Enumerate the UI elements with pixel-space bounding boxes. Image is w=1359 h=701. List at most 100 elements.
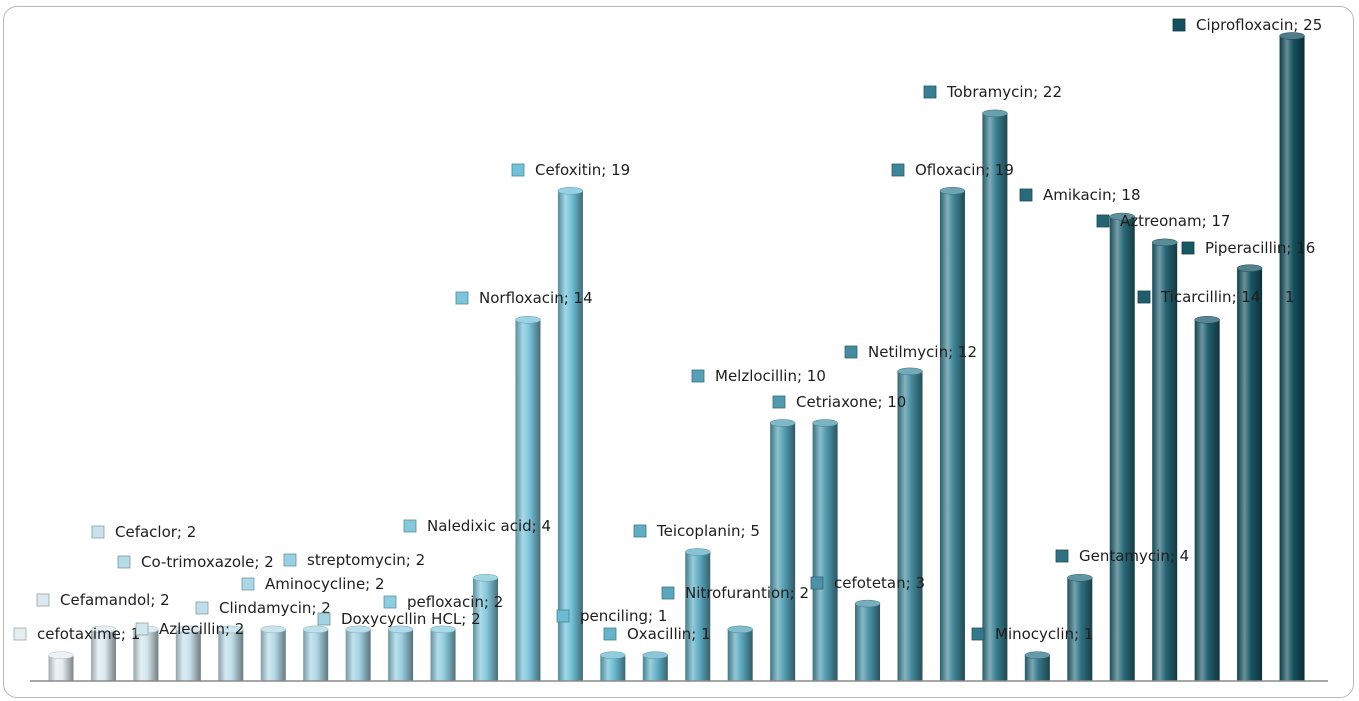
label-marker (135, 622, 149, 636)
bar-cap (48, 651, 74, 659)
bar-cap (387, 625, 414, 634)
bar-azlecillin (133, 629, 159, 681)
data-label: Co-trimoxazole; 2 (141, 553, 274, 571)
bar-aminocycline (303, 629, 329, 681)
data-label: Gentamycin; 4 (1079, 547, 1189, 565)
data-label: Ticarcillin; 14 (1160, 288, 1260, 306)
label-marker (1055, 549, 1069, 563)
data-label: Piperacillin; 16 (1205, 239, 1315, 257)
bar-netilmycin (897, 371, 923, 681)
bar-clindamycin (218, 629, 244, 681)
data-label: penciling; 1 (580, 607, 667, 625)
bar-cap (1024, 651, 1051, 659)
bar-cap (90, 625, 117, 634)
label-marker (317, 612, 331, 626)
bar-teicoplanin (685, 552, 711, 681)
data-label: Minocyclin; 1 (995, 625, 1093, 643)
bar-cap (939, 187, 966, 195)
data-label: Ciprofloxacin; 25 (1196, 16, 1322, 34)
data-label: Clindamycin; 2 (219, 599, 331, 617)
bar-cap (515, 316, 541, 324)
label-marker (1181, 241, 1195, 255)
bar-cap (302, 625, 329, 634)
bar-penciling (600, 655, 626, 681)
bar-ciprofloxacin (1279, 36, 1305, 681)
data-label: Cefoxitin; 19 (535, 161, 630, 179)
data-label: Netilmycin; 12 (868, 343, 977, 361)
bar-pefloxacin (430, 629, 456, 681)
label-marker (603, 627, 617, 641)
bar-ofloxacin (939, 190, 965, 682)
bar-cap (982, 109, 1008, 118)
data-label: Aminocycline; 2 (265, 575, 385, 593)
data-label: Cefaclor; 2 (115, 523, 196, 541)
label-marker (36, 593, 50, 607)
bar-melzlocillin (770, 423, 796, 681)
bar-cefaclor (175, 629, 201, 681)
data-label: Cefamandol; 2 (60, 591, 170, 609)
bar-cap (727, 625, 753, 634)
bar-cap (218, 625, 244, 634)
bar-cap (600, 651, 626, 659)
bar-cap (345, 625, 371, 634)
data-label: Doxycycllin HCL; 2 (341, 610, 481, 628)
data-label: Oxacillin; 1 (627, 625, 711, 643)
data-label: cefotaxime; 1 (37, 625, 140, 643)
bar-amikacin (1109, 216, 1135, 681)
labels-layer: cefotaxime; 1 Cefamandol; 2 Azlecillin; 2 C… (13, 16, 1322, 643)
label-marker (772, 395, 786, 409)
bar-oxacillin (642, 655, 668, 681)
data-label: Amikacin; 18 (1043, 186, 1141, 204)
bar-cap (812, 419, 838, 427)
data-label: Azlecillin; 2 (159, 620, 244, 638)
data-label: Cetriaxone; 10 (796, 393, 906, 411)
data-label: Nitrofurantion; 2 (685, 584, 809, 602)
bar-cap (854, 599, 881, 608)
bar-cap (1151, 238, 1178, 247)
bar-nitrofurantion (727, 629, 753, 681)
label-marker (13, 627, 27, 641)
data-label: Ofloxacin; 19 (915, 161, 1014, 179)
label-marker (241, 577, 255, 591)
bar-cap (642, 651, 669, 659)
bar-cap (1236, 264, 1263, 272)
bars-layer (48, 32, 1305, 682)
data-label: Melzlocillin; 10 (715, 367, 826, 385)
bar-tobramycin (982, 113, 1008, 681)
data-label: cefotetan; 3 (834, 574, 925, 592)
bar-cap (260, 625, 286, 634)
data-label: Naledixic acid; 4 (427, 517, 551, 535)
bar-cap (1067, 574, 1093, 582)
bar-cap (175, 625, 202, 634)
label-marker (383, 595, 397, 609)
bar-naledixic-acid (473, 577, 498, 681)
bar-aztreonam (1152, 242, 1178, 681)
label-marker (1172, 18, 1186, 32)
extra-label: 1 (1285, 288, 1295, 306)
bar-cefotetan (855, 603, 881, 681)
data-label: Tobramycin; 22 (946, 83, 1062, 101)
bar-cap (897, 367, 923, 376)
bar-cetriaxone (812, 423, 838, 681)
bar-streptomycin (388, 629, 414, 681)
label-marker (1019, 188, 1033, 202)
bar-ticarcillin (1194, 319, 1220, 681)
label-marker (283, 553, 297, 567)
bar-cap (685, 548, 711, 556)
label-marker (844, 345, 858, 359)
label-marker (1137, 290, 1151, 304)
label-marker (195, 601, 209, 615)
bar-cap (1279, 32, 1305, 40)
data-label: Teicoplanin; 5 (656, 522, 760, 540)
label-marker (923, 85, 937, 99)
bar-cap (1194, 316, 1220, 324)
bar-cefoxitin (557, 190, 583, 682)
bar-minocyclin (1024, 655, 1050, 681)
bar-cap (472, 574, 499, 582)
label-marker (403, 519, 417, 533)
bar-cefotaxime (48, 655, 74, 681)
data-label: Aztreonam; 17 (1120, 212, 1230, 230)
bar-norfloxacin (515, 319, 541, 681)
label-marker (117, 555, 131, 569)
